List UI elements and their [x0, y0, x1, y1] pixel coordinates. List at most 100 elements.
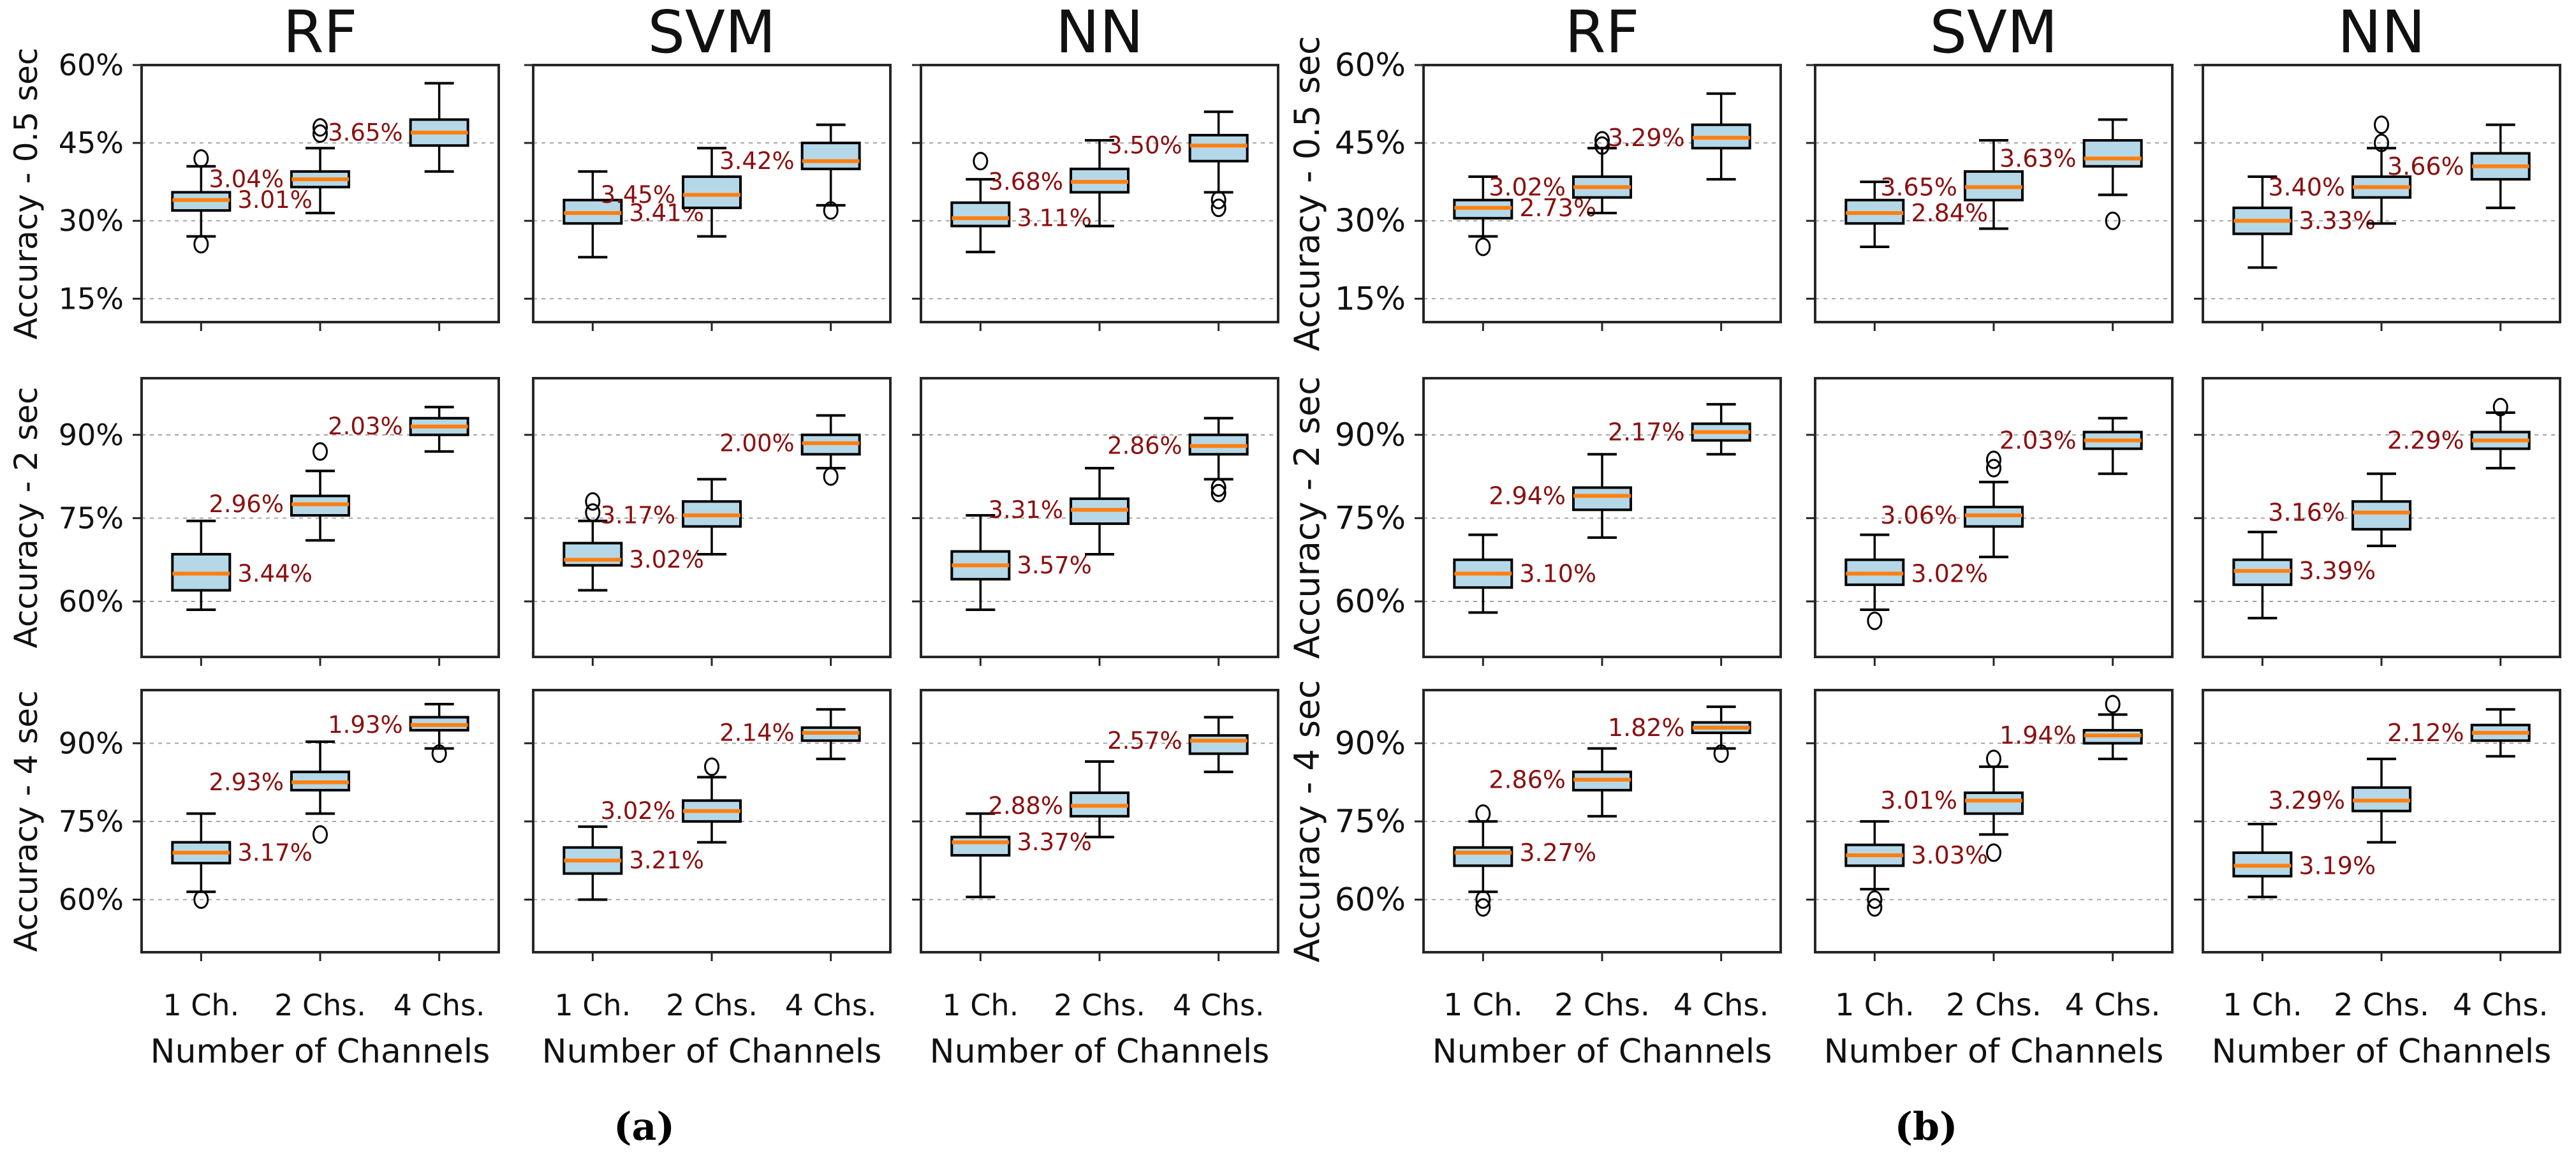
box-2-chs-: 3.68%	[988, 139, 1130, 228]
subplot-b-rf-row2: 3.27% 2.86% 1.82% 90% 75% 60% 1 Ch. 2 Chs. 4 Chs…	[1335, 689, 1782, 1071]
std-annotation: 3.21%	[629, 847, 704, 874]
box-4-chs-: 3.42%	[719, 123, 861, 220]
outlier-point	[2492, 397, 2508, 416]
y-tick-label: 90%	[59, 726, 124, 760]
std-annotation: 3.66%	[2387, 152, 2464, 180]
subplot-b-svm-row0: 2.84%3.65% 3.63%	[1806, 64, 2174, 331]
std-annotation: 3.65%	[1880, 173, 1957, 201]
y-tick-label: 90%	[59, 418, 124, 452]
outlier-point	[313, 124, 328, 143]
std-annotation: 3.02%	[1911, 559, 1988, 587]
y-tick-label: 60%	[1335, 583, 1406, 620]
y-tick-label: 45%	[1335, 124, 1406, 161]
subplot-a-rf-row1: 3.44% 2.96% 2.03% 90% 75% 60%	[59, 377, 500, 666]
box-1-ch-: 2.73%	[1453, 175, 1596, 256]
y-tick-label: 15%	[1335, 280, 1406, 317]
box-1-ch-: 3.44%	[171, 519, 313, 612]
box-1-ch-: 3.19%	[2232, 822, 2376, 899]
std-annotation: 2.14%	[719, 719, 795, 747]
std-annotation: 3.29%	[2268, 786, 2345, 814]
box-2-chs-: 3.29%	[2268, 757, 2411, 844]
subplot-a-nn-row1: 3.57% 3.31% 2.86%	[912, 377, 1279, 666]
std-annotation: 3.50%	[1107, 132, 1182, 159]
subplot-title-rf: RF	[283, 0, 358, 66]
y-tick-label: 75%	[1335, 499, 1406, 536]
outlier-point	[1867, 890, 1883, 909]
std-annotation: 2.03%	[328, 413, 403, 440]
subplot-title-svm: SVM	[1930, 0, 2058, 66]
iqr-box	[2352, 500, 2411, 531]
outlier-point	[1986, 450, 2001, 469]
box-2-chs-: 3.06%	[1880, 450, 2024, 559]
x-axis-label: Number of Channels	[151, 1033, 490, 1071]
y-tick-label: 60%	[59, 48, 124, 82]
outlier-point	[1475, 898, 1491, 917]
std-annotation: 3.45%	[600, 181, 675, 209]
std-annotation: 3.31%	[988, 496, 1063, 524]
outlier-point	[2374, 115, 2389, 135]
outlier-point	[1211, 483, 1226, 503]
std-annotation: 3.10%	[1519, 559, 1596, 587]
x-axis-label: Number of Channels	[930, 1033, 1270, 1071]
box-4-chs-: 2.03%	[328, 406, 469, 453]
panel-b-caption: (b)	[1894, 1105, 1958, 1149]
std-annotation: 1.93%	[328, 711, 403, 739]
x-tick-label: 2 Chs.	[1554, 987, 1650, 1023]
subplot-a-svm-row2: 3.21% 3.02% 2.14% 1 Ch. 2 Chs. 4 Chs. Number o…	[524, 689, 892, 1071]
box-4-chs-: 2.57%	[1107, 716, 1249, 774]
outlier-point	[1211, 478, 1226, 497]
y-tick-label: 60%	[1335, 881, 1406, 918]
outlier-point	[2105, 695, 2121, 714]
outlier-point	[1475, 237, 1491, 256]
outlier-point	[313, 442, 328, 461]
box-4-chs-: 3.66%	[2387, 123, 2531, 209]
x-axis-label: Number of Channels	[1824, 1033, 2164, 1071]
std-annotation: 3.17%	[600, 502, 675, 529]
box-4-chs-: 3.50%	[1107, 110, 1249, 217]
std-annotation: 2.17%	[1608, 418, 1685, 446]
outlier-point	[823, 201, 839, 220]
subplot-title-nn: NN	[1056, 0, 1144, 66]
std-annotation: 3.42%	[719, 147, 795, 175]
outlier-point	[313, 825, 328, 844]
y-axis-label-accuracy-4-sec: Accuracy - 4 sec	[1287, 680, 1327, 962]
subplot-b-rf-row1: 3.10% 2.94% 2.17% 90% 75% 60%	[1335, 377, 1782, 666]
outlier-point	[193, 235, 209, 254]
box-2-chs-: 2.96%	[209, 442, 350, 542]
std-annotation: 1.94%	[1999, 721, 2077, 749]
box-1-ch-: 3.21%	[563, 825, 704, 901]
std-annotation: 2.86%	[1107, 432, 1182, 460]
outlier-point	[1867, 898, 1883, 917]
iqr-box	[800, 142, 861, 170]
iqr-box	[563, 541, 623, 567]
std-annotation: 2.29%	[2387, 426, 2464, 454]
box-1-ch-: 3.11%	[950, 152, 1092, 254]
box-2-chs-: 3.02%	[1489, 131, 1632, 215]
std-annotation: 3.27%	[1519, 839, 1596, 867]
std-annotation: 3.01%	[237, 186, 313, 214]
x-tick-label: 2 Chs.	[2334, 987, 2429, 1023]
subplot-title-svm: SVM	[648, 0, 776, 66]
box-2-chs-: 3.04%	[209, 118, 350, 215]
subplot-a-svm-row1: 3.02% 3.17% 2.00%	[524, 377, 892, 666]
outlier-point	[1713, 744, 1729, 763]
box-1-ch-: 3.33%	[2232, 175, 2376, 269]
y-tick-label: 15%	[59, 281, 124, 316]
outlier-point	[1475, 804, 1491, 823]
y-tick-label: 45%	[59, 126, 124, 160]
y-tick-label: 60%	[1335, 47, 1406, 84]
box-4-chs-: 1.94%	[1999, 695, 2143, 760]
iqr-box	[1188, 133, 1249, 163]
outlier-point	[1986, 459, 2001, 478]
box-4-chs-: 3.63%	[1999, 118, 2143, 230]
y-tick-label: 75%	[59, 501, 124, 535]
std-annotation: 3.63%	[1999, 145, 2077, 173]
y-tick-label: 75%	[59, 804, 124, 839]
x-tick-label: 4 Chs.	[2065, 987, 2161, 1023]
std-annotation: 3.57%	[1017, 552, 1092, 579]
box-1-ch-: 3.01%	[171, 149, 313, 254]
subplot-b-svm-row1: 3.02% 3.06% 2.03%	[1806, 377, 2174, 666]
std-annotation: 3.19%	[2299, 851, 2376, 880]
subplot-title-rf: RF	[1565, 0, 1640, 66]
box-1-ch-: 3.39%	[2232, 531, 2376, 620]
